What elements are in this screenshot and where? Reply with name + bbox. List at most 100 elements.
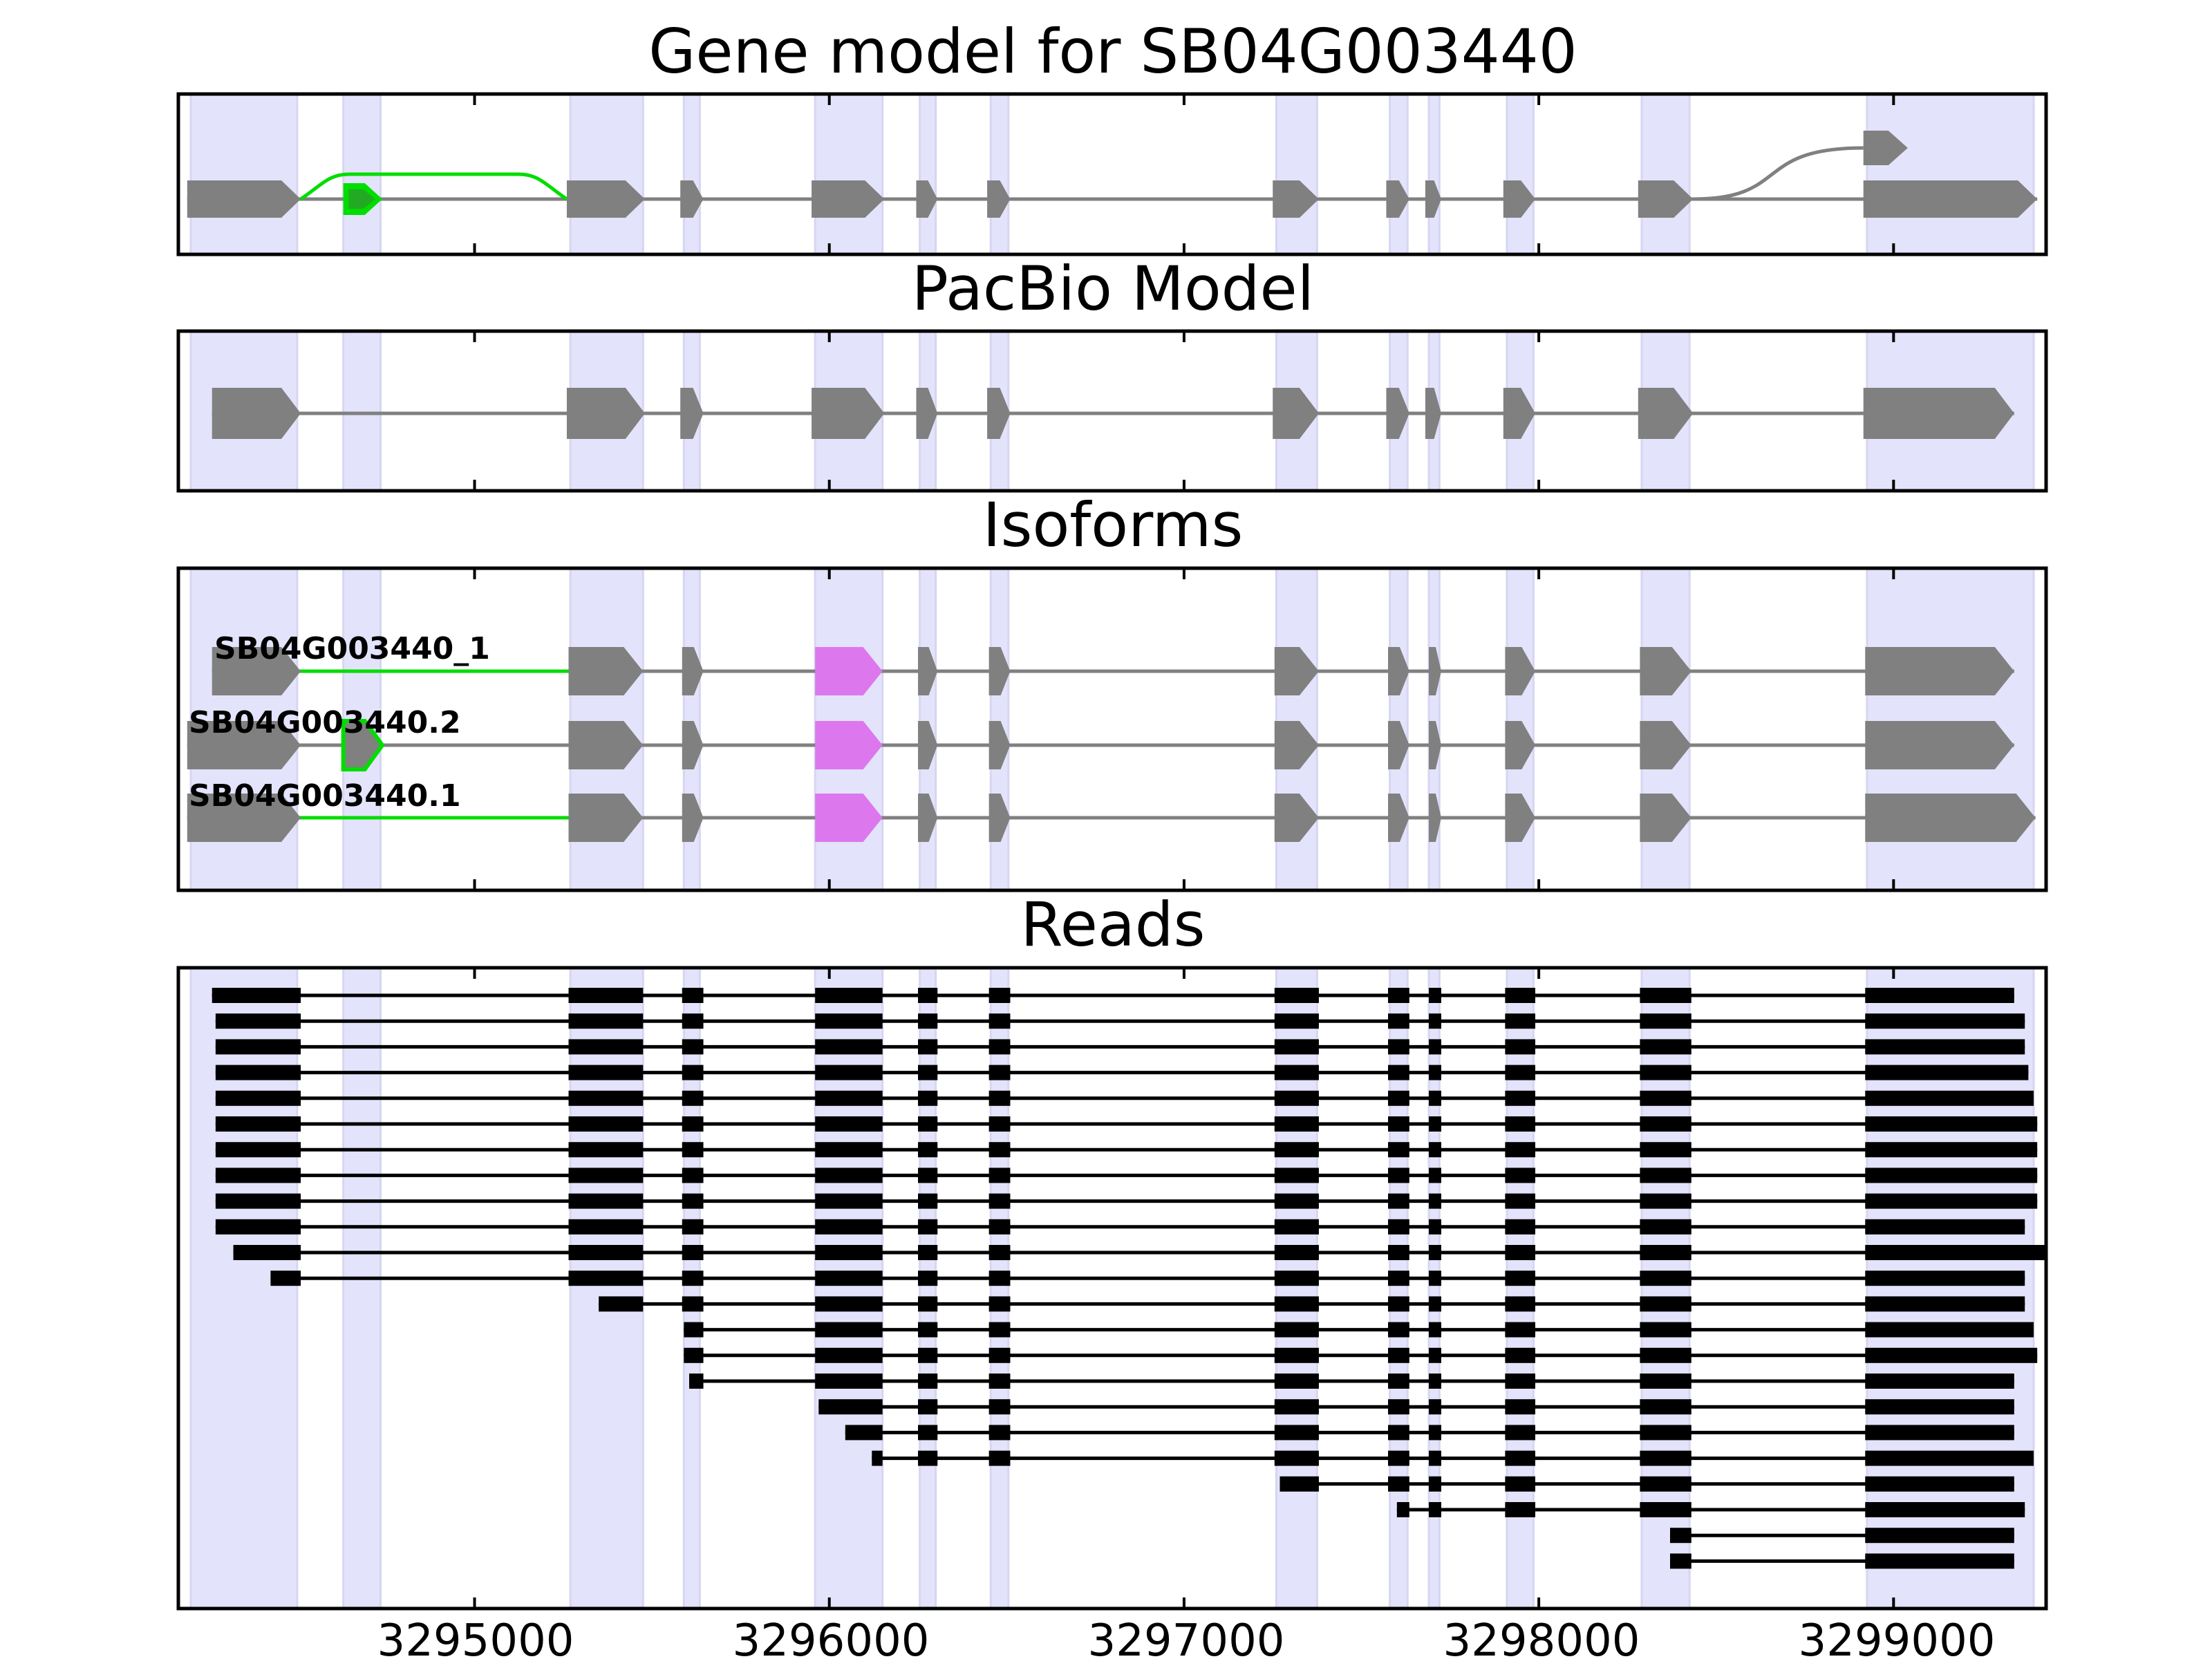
- read-block: [988, 1450, 1011, 1466]
- read-block: [815, 1374, 883, 1389]
- alt-exon-green-inner: [348, 189, 375, 209]
- read-block: [1640, 1142, 1691, 1158]
- exon-block: [187, 180, 301, 218]
- read-block: [1388, 1193, 1409, 1209]
- read-block: [988, 1193, 1011, 1209]
- exon-block: [1865, 721, 2014, 769]
- read-block: [1429, 1476, 1441, 1492]
- read-block: [1274, 1271, 1319, 1286]
- panel-frame: [176, 329, 2048, 493]
- read-block: [568, 1193, 644, 1209]
- read-block: [1640, 1090, 1691, 1106]
- read-block: [1865, 1245, 2046, 1260]
- read-block: [1640, 1374, 1691, 1389]
- read-block: [1274, 1065, 1319, 1080]
- exon-block: [1388, 721, 1409, 769]
- read-block: [1865, 1347, 2038, 1363]
- read-block: [1865, 1193, 2038, 1209]
- exon-block: [187, 794, 301, 842]
- exon-block: [1273, 180, 1319, 218]
- read-block: [1274, 1219, 1319, 1235]
- read-block: [568, 1013, 644, 1029]
- exon-block: [1503, 180, 1535, 218]
- exon-block: [566, 388, 645, 439]
- exon-block: [1638, 388, 1694, 439]
- read-block: [568, 1039, 644, 1055]
- exon-block: [1274, 647, 1319, 695]
- read-block: [1865, 1142, 2038, 1158]
- read-block: [233, 1245, 301, 1260]
- read-block: [1429, 988, 1441, 1003]
- read-block: [1640, 1116, 1691, 1132]
- read-block: [1505, 1193, 1535, 1209]
- panel-frame: [176, 966, 2048, 1611]
- exon-block: [812, 180, 885, 218]
- read-block: [1274, 1142, 1319, 1158]
- exon-block: [916, 388, 938, 439]
- shaded-region: [919, 93, 937, 256]
- exon-block: [1388, 794, 1409, 842]
- read-block: [1429, 1193, 1441, 1209]
- read-block: [1274, 1013, 1319, 1029]
- read-block: [1388, 1245, 1409, 1260]
- read-block: [1429, 1374, 1441, 1389]
- read-block: [215, 1065, 301, 1080]
- read-block: [1274, 1193, 1319, 1209]
- read-block: [684, 1347, 704, 1363]
- exon-block: [1425, 388, 1441, 439]
- read-block: [988, 1399, 1011, 1415]
- read-block: [872, 1450, 883, 1466]
- read-block: [1865, 1039, 2025, 1055]
- read-block: [1865, 988, 2014, 1003]
- read-block: [1865, 1116, 2038, 1132]
- read-block: [1865, 1065, 2029, 1080]
- exon-block: [1638, 180, 1694, 218]
- shaded-region: [1866, 93, 2035, 256]
- shaded-region: [1506, 93, 1535, 256]
- read-block: [1640, 1296, 1691, 1312]
- read-block: [1865, 1502, 2025, 1517]
- read-block: [1429, 1502, 1441, 1517]
- exon-block: [1640, 794, 1691, 842]
- read-block: [689, 1374, 704, 1389]
- read-block: [1865, 1553, 2014, 1569]
- shaded-region: [342, 330, 382, 492]
- x-tick-label: 3296000: [732, 1615, 929, 1659]
- read-block: [988, 1013, 1011, 1029]
- read-block: [988, 1219, 1011, 1235]
- read-block: [568, 1116, 644, 1132]
- exon-block: [918, 721, 938, 769]
- exon-block: [682, 647, 704, 695]
- read-block: [1505, 1322, 1535, 1338]
- read-block: [988, 988, 1011, 1003]
- read-block: [1865, 1219, 2025, 1235]
- read-block: [988, 1168, 1011, 1183]
- read-block: [988, 1347, 1011, 1363]
- read-block: [1274, 988, 1319, 1003]
- read-block: [1429, 1322, 1441, 1338]
- read-block: [1640, 988, 1691, 1003]
- shaded-region: [1640, 93, 1691, 256]
- exon-block: [812, 388, 885, 439]
- read-block: [1505, 1116, 1535, 1132]
- read-block: [1429, 1399, 1441, 1415]
- exon-block: [987, 388, 1011, 439]
- read-block: [1388, 1271, 1409, 1286]
- read-block: [1274, 1374, 1319, 1389]
- read-block: [815, 1296, 883, 1312]
- read-block: [1670, 1553, 1691, 1569]
- read-block: [1388, 1347, 1409, 1363]
- read-block: [682, 1013, 704, 1029]
- read-block: [1388, 1168, 1409, 1183]
- read-block: [1640, 1013, 1691, 1029]
- read-block: [815, 1116, 883, 1132]
- read-block: [815, 1168, 883, 1183]
- read-block: [568, 1142, 644, 1158]
- isoform-label: SB04G003440.2: [189, 705, 461, 740]
- read-block: [1274, 1399, 1319, 1415]
- pacbio-model-track: [212, 388, 2014, 439]
- read-block: [1388, 1425, 1409, 1441]
- isoform-label: SB04G003440.1: [189, 778, 461, 814]
- read-block: [215, 1168, 301, 1183]
